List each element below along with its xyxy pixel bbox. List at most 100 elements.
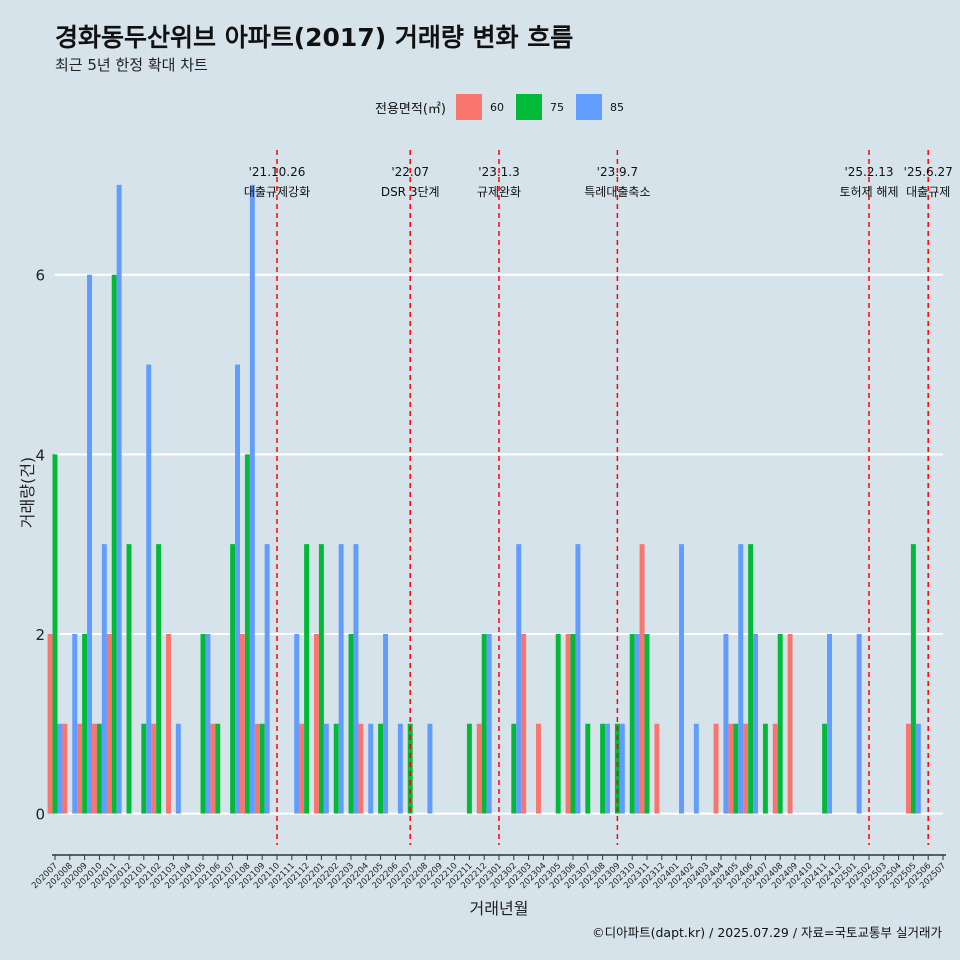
bar-75: [629, 633, 635, 814]
chart-subtitle: 최근 5년 한정 확대 차트: [55, 56, 208, 74]
bar-75: [748, 544, 754, 814]
event-label: 토허제 해제: [839, 185, 898, 199]
bar-85: [264, 544, 270, 814]
bar-60: [521, 633, 527, 814]
bar-60: [77, 723, 83, 814]
bar-75: [348, 633, 354, 814]
bar-75: [585, 723, 591, 814]
event-label: 대출규제: [906, 185, 950, 199]
legend-key-85: [575, 94, 602, 120]
bar-75: [230, 544, 236, 814]
bar-60: [92, 723, 97, 814]
y-axis-title: 거래량(건): [18, 457, 37, 528]
bar-85: [575, 544, 581, 814]
bar-60: [210, 723, 216, 814]
bar-85: [294, 633, 300, 814]
bar-85: [383, 633, 388, 814]
bar-85: [323, 723, 329, 814]
bar-85: [397, 723, 403, 814]
bar-85: [57, 723, 63, 814]
legend-label-60: 60: [489, 100, 504, 114]
bar-60: [358, 723, 364, 814]
bar-60: [713, 723, 719, 814]
y-tick-label: 4: [35, 446, 45, 464]
bar-85: [915, 723, 921, 814]
bar-75: [304, 544, 310, 814]
bar-85: [723, 633, 729, 814]
bar-85: [738, 544, 744, 814]
bar-85: [427, 723, 433, 814]
bar-60: [254, 723, 260, 814]
bar-75: [126, 544, 132, 814]
bar-75: [156, 544, 162, 814]
event-date: '25.2.13: [844, 165, 893, 179]
bar-60: [639, 544, 645, 814]
bar-75: [481, 633, 487, 814]
bar-75: [52, 454, 58, 814]
event-date: '23.1.3: [478, 165, 519, 179]
bar-60: [565, 633, 571, 814]
bar-85: [486, 633, 492, 814]
bar-75: [244, 454, 250, 814]
bar-60: [314, 633, 319, 814]
bar-85: [353, 544, 359, 814]
bar-85: [175, 723, 181, 814]
bar-75: [600, 723, 606, 814]
bar-60: [299, 723, 305, 814]
bar-85: [146, 364, 152, 814]
bar-60: [240, 633, 245, 814]
bar-60: [654, 723, 660, 814]
bar-85: [101, 544, 107, 814]
legend-key-60: [455, 94, 482, 120]
legend: 전용면적(㎡) 60 75 85: [375, 92, 636, 122]
bar-85: [87, 274, 92, 814]
bar-60: [106, 633, 112, 814]
legend-label-85: 85: [609, 100, 624, 114]
bar-85: [634, 633, 640, 814]
x-axis-title: 거래년월: [470, 899, 529, 918]
bar-85: [605, 723, 610, 814]
bar-85: [679, 544, 684, 814]
bar-85: [72, 633, 78, 814]
event-label: 대출규제강화: [244, 185, 310, 199]
source-caption: ©디아파트(dapt.kr) / 2025.07.29 / 자료=국토교통부 실…: [592, 925, 942, 940]
bar-75: [777, 633, 783, 814]
legend-label-75: 75: [549, 100, 564, 114]
bar-60: [151, 723, 157, 814]
bar-75: [733, 723, 739, 814]
bar-85: [619, 723, 625, 814]
bar-75: [200, 633, 206, 814]
bar-75: [215, 723, 221, 814]
bar-75: [407, 723, 413, 814]
y-tick-label: 0: [35, 806, 45, 824]
bar-75: [822, 723, 828, 814]
event-date: '23.9.7: [597, 165, 638, 179]
bar-75: [333, 723, 339, 814]
legend-title: 전용면적(㎡): [375, 101, 446, 117]
bar-75: [570, 633, 576, 814]
bar-75: [318, 544, 324, 814]
bar-75: [141, 723, 147, 814]
bar-60: [536, 723, 541, 814]
bar-60: [772, 723, 778, 814]
event-date: '21.10.26: [249, 165, 306, 179]
event-date: '25.6.27: [904, 165, 953, 179]
bar-85: [205, 633, 211, 814]
bar-60: [906, 723, 911, 814]
bar-85: [693, 723, 699, 814]
bar-60: [743, 723, 749, 814]
bar-75: [82, 633, 88, 814]
bar-85: [516, 544, 522, 814]
y-tick-label: 6: [35, 267, 45, 285]
bar-85: [856, 633, 862, 814]
bar-75: [511, 723, 517, 814]
bar-85: [338, 544, 344, 814]
bar-60: [476, 723, 482, 814]
legend-key-75: [515, 94, 542, 120]
bar-85: [249, 184, 255, 814]
event-label: DSR 3단계: [381, 185, 440, 199]
bar-75: [644, 633, 650, 814]
bar-60: [728, 723, 734, 814]
bar-75: [378, 723, 384, 814]
